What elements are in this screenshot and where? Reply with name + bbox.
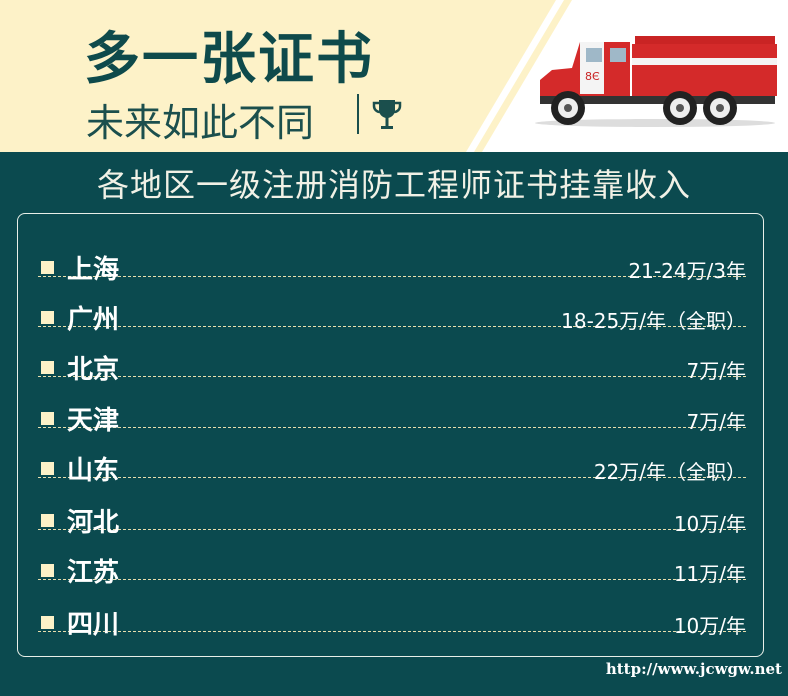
bullet-icon xyxy=(41,261,54,274)
table-row: 山东 22万/年（全职） xyxy=(38,428,746,486)
income-value: 10万/年 xyxy=(673,614,746,638)
bullet-icon xyxy=(41,311,54,324)
fire-truck-image: 8Є xyxy=(535,36,777,127)
page-title: 多一张证书 xyxy=(84,27,374,92)
bullet-icon xyxy=(41,514,54,527)
truck-plate: 8Є xyxy=(585,70,600,83)
income-value: 7万/年 xyxy=(686,359,746,383)
table-row: 上海 21-24万/3年 xyxy=(38,227,746,285)
bullet-icon xyxy=(41,361,54,374)
trophy-icon xyxy=(372,100,402,129)
city-name: 江苏 xyxy=(67,558,120,588)
page-subtitle: 未来如此不同 xyxy=(86,101,315,145)
city-name: 河北 xyxy=(67,508,120,538)
income-value: 22万/年（全职） xyxy=(593,460,746,484)
income-value: 10万/年 xyxy=(673,512,746,536)
bullet-icon xyxy=(41,564,54,577)
income-value: 7万/年 xyxy=(686,410,746,434)
city-name: 四川 xyxy=(67,610,120,640)
table-row: 江苏 11万/年 xyxy=(38,530,746,588)
bullet-icon xyxy=(41,616,54,629)
watermark-url: http://www.jcwgw.net xyxy=(605,660,782,678)
income-value: 21-24万/3年 xyxy=(628,259,746,283)
table-row: 天津 7万/年 xyxy=(38,378,746,436)
income-value: 11万/年 xyxy=(673,562,746,586)
city-name: 山东 xyxy=(67,456,120,486)
table-row: 北京 7万/年 xyxy=(38,327,746,385)
cream-panel xyxy=(0,0,556,152)
city-name: 广州 xyxy=(67,305,120,335)
table-row: 广州 18-25万/年（全职） xyxy=(38,277,746,335)
table-row: 河北 10万/年 xyxy=(38,480,746,538)
header-banner: 多一张证书 未来如此不同 8Є xyxy=(0,0,788,152)
section-heading: 各地区一级注册消防工程师证书挂靠收入 xyxy=(96,166,691,204)
table-row: 四川 10万/年 xyxy=(38,582,746,640)
city-name: 上海 xyxy=(67,255,120,285)
city-name: 天津 xyxy=(67,406,120,436)
city-name: 北京 xyxy=(67,355,120,385)
divider xyxy=(357,94,359,134)
bullet-icon xyxy=(41,412,54,425)
bullet-icon xyxy=(41,462,54,475)
income-value: 18-25万/年（全职） xyxy=(561,309,746,333)
income-table: 上海 21-24万/3年 广州 18-25万/年（全职） 北京 7万/年 天津 7万/年… xyxy=(17,213,764,657)
